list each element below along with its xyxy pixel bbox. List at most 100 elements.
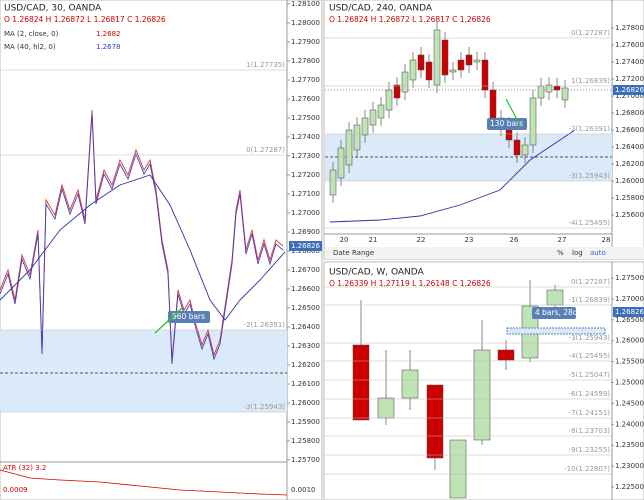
ma-slow <box>0 174 286 321</box>
ma-line <box>329 129 576 223</box>
price-label: 1.26800 <box>615 109 644 117</box>
candle <box>457 59 465 71</box>
candle <box>561 87 569 101</box>
br-plot <box>352 280 564 499</box>
price-label: 1.25500 <box>615 358 644 366</box>
title: USD/CAD, 30, OANDA <box>4 4 102 14</box>
fib-label: -6(1.24599) <box>569 390 611 398</box>
price-label: 1.26000 <box>615 177 644 185</box>
current-price: 1.26826 <box>615 86 644 94</box>
fib-label: -8(1.23703) <box>569 427 611 435</box>
candle <box>441 39 449 76</box>
annotation-box <box>532 307 576 319</box>
ma-fast <box>0 113 284 365</box>
candle <box>473 59 481 63</box>
current-price: 1.26826 <box>615 308 644 316</box>
price-label: 1.24000 <box>615 420 644 428</box>
candle <box>553 85 561 91</box>
fib-label: -9(1.23255) <box>569 446 611 454</box>
fib-label: -3(1.25943) <box>244 403 286 411</box>
price-label: 1.26300 <box>291 342 320 350</box>
candle <box>465 54 473 66</box>
current-price-box <box>613 307 644 317</box>
price-label: 1.27000 <box>291 209 320 217</box>
candle <box>377 397 395 419</box>
atr-value: 0.0009 <box>3 486 28 494</box>
price-label: 1.25000 <box>615 379 644 387</box>
toolbar-item[interactable]: Date Range <box>333 249 374 257</box>
candle <box>337 147 345 179</box>
price-label: 1.26500 <box>291 304 320 312</box>
price-label: 1.27800 <box>615 24 644 32</box>
x-label: 22 <box>417 236 426 244</box>
candle <box>546 289 564 306</box>
price-label: 1.26600 <box>615 126 644 134</box>
candle <box>361 117 369 136</box>
x-label: 28 <box>602 236 611 244</box>
title: USD/CAD, 240, OANDA <box>329 4 433 14</box>
measure-box <box>506 327 606 335</box>
price-label: 1.27400 <box>291 133 320 141</box>
candle <box>345 129 353 166</box>
price-label: 1.24500 <box>615 399 644 407</box>
candle <box>529 97 537 146</box>
candle <box>521 144 529 156</box>
toolbar-item[interactable]: % <box>557 249 564 257</box>
price-label: 1.26400 <box>291 323 320 331</box>
fib-label: -1(1.26839) <box>569 296 611 304</box>
fib-label: -4(1.25495) <box>569 219 611 227</box>
ohlc: O 1.26824 H 1.26872 L 1.26817 C 1.26826 <box>4 15 166 24</box>
fib-label: -2(1.26391) <box>569 125 611 133</box>
price-label: 1.27000 <box>615 92 644 100</box>
fib-label: 0(1.27287) <box>571 29 610 37</box>
candle <box>449 439 467 499</box>
x-label: 21 <box>369 236 378 244</box>
candle <box>537 85 545 99</box>
current-price-box <box>289 241 322 251</box>
atr-axis-label: 0.0010 <box>291 486 316 494</box>
price-label: 1.27600 <box>291 95 320 103</box>
price-label: 1.27000 <box>615 295 644 303</box>
price-label: 1.25900 <box>291 418 320 426</box>
price-label: 1.25600 <box>615 211 644 219</box>
candle <box>377 104 385 119</box>
fib-label: -3(1.25943) <box>569 172 611 180</box>
price-line <box>0 109 284 361</box>
fib-label: -4(1.25495) <box>569 352 611 360</box>
price-label: 1.26200 <box>615 160 644 168</box>
price-label: 1.27900 <box>291 38 320 46</box>
price-label: 1.28100 <box>291 0 320 8</box>
price-label: 1.27300 <box>291 152 320 160</box>
fib-label: 1(1.27735) <box>246 61 285 69</box>
price-label: 1.26700 <box>291 266 320 274</box>
annotation-box <box>168 311 210 323</box>
candle <box>426 384 444 459</box>
x-label: 26 <box>510 236 519 244</box>
candle <box>449 69 457 73</box>
arrow <box>505 98 521 126</box>
price-label: 1.28000 <box>291 19 320 27</box>
x-label: 23 <box>465 236 474 244</box>
fib-label: 0(1.27287) <box>571 278 610 286</box>
toolbar-item[interactable]: log <box>572 249 583 257</box>
price-label: 1.26600 <box>291 285 320 293</box>
candle <box>369 109 377 126</box>
tr-plot <box>329 22 576 223</box>
annotation: 130 bars <box>490 119 523 128</box>
toolbar <box>325 247 644 259</box>
price-label: 1.27100 <box>291 190 320 198</box>
fib-label: -2(1.26391) <box>244 321 286 329</box>
annotation: 4 bars, 28d <box>535 308 578 317</box>
x-label: 20 <box>340 236 349 244</box>
price-label: 1.27800 <box>291 57 320 65</box>
price-label: 1.27500 <box>615 274 644 282</box>
indicator-name: MA (2, close, 0) <box>4 30 59 38</box>
toolbar-item[interactable]: auto <box>590 249 606 257</box>
candle <box>393 84 401 99</box>
candle <box>497 349 515 361</box>
atr-label: ATR (32) 3.2 <box>3 464 46 472</box>
arrow <box>154 307 183 334</box>
price-label: 1.26500 <box>615 316 644 324</box>
